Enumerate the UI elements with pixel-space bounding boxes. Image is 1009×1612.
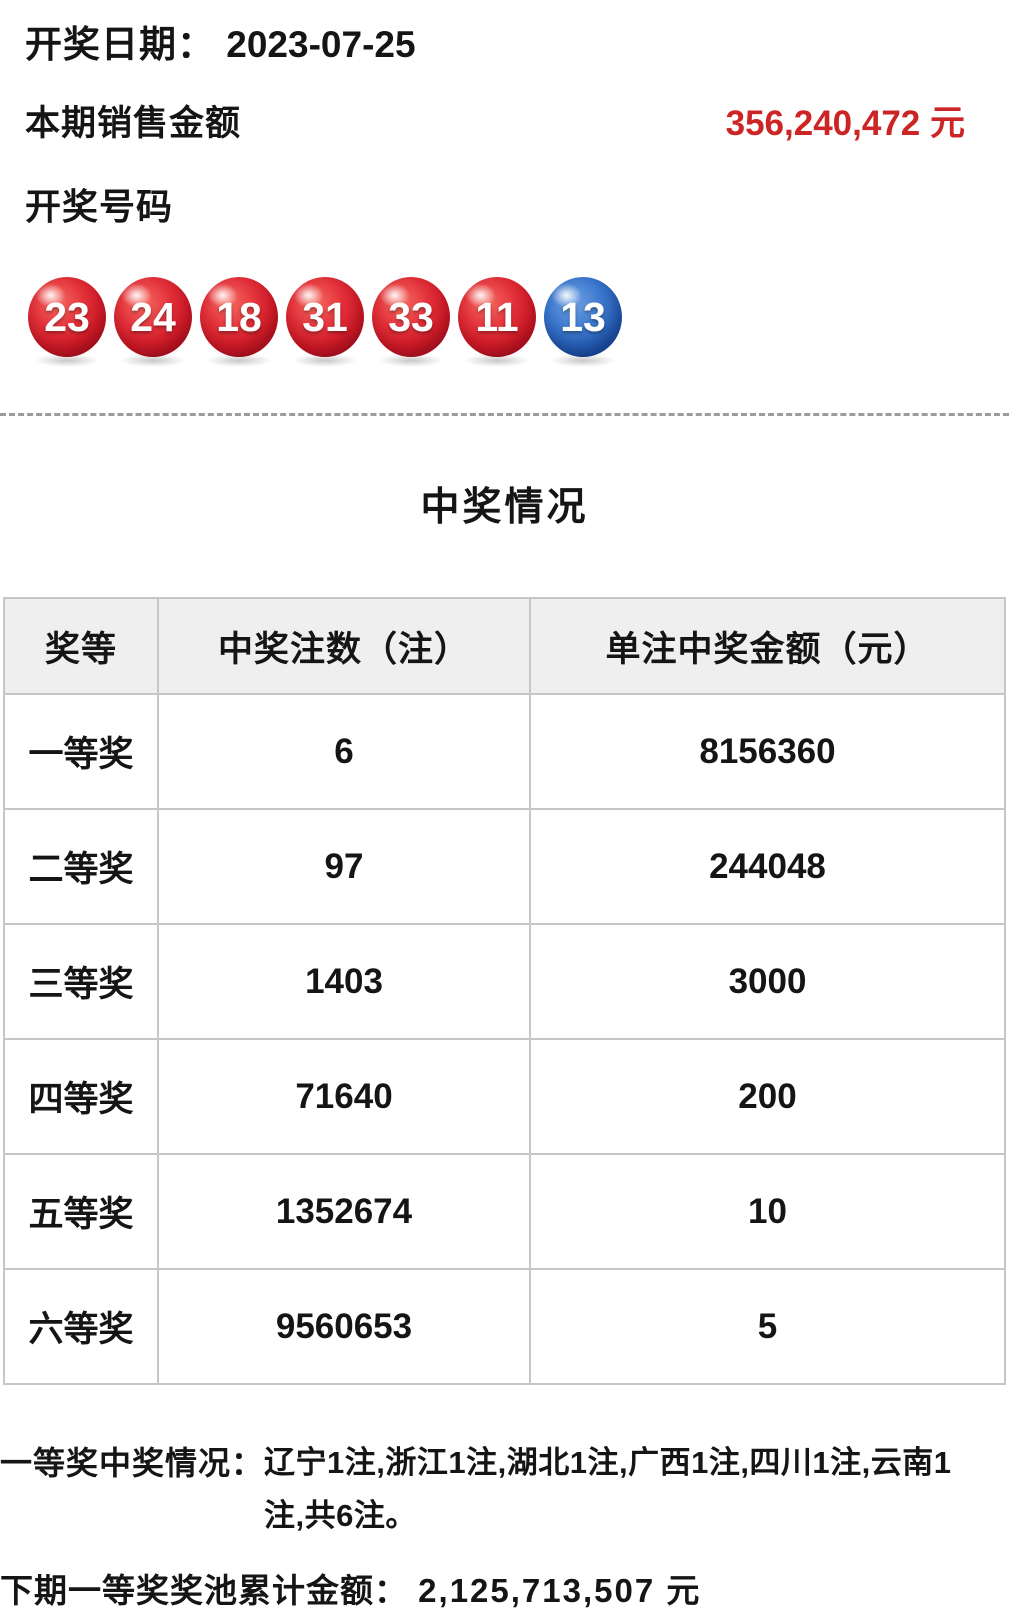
- sales-label: 本期销售金额: [25, 104, 242, 143]
- prize-level-cell: 五等奖: [3, 1153, 159, 1270]
- col-header-prize-level: 奖等: [3, 597, 159, 695]
- prize-level-cell: 四等奖: [3, 1038, 159, 1155]
- jackpot-pool-summary: 下期一等奖奖池累计金额： 2,125,713,507 元: [0, 1564, 985, 1612]
- lottery-ball-red: 18: [200, 277, 278, 367]
- draw-date-line: 开奖日期： 2023-07-25: [25, 14, 965, 68]
- win-count-cell: 71640: [157, 1038, 531, 1155]
- lottery-ball-blue: 13: [544, 277, 622, 367]
- prize-level-cell: 三等奖: [3, 923, 159, 1040]
- prize-level-cell: 六等奖: [3, 1268, 159, 1385]
- lottery-ball-red: 23: [28, 277, 106, 367]
- first-prize-summary-label: 一等奖中奖情况：: [0, 1445, 265, 1481]
- prize-amount-cell: 5: [529, 1268, 1006, 1385]
- prize-level-cell: 二等奖: [3, 808, 159, 925]
- table-row: 一等奖 6 8156360: [3, 693, 1006, 810]
- prize-table-body: 一等奖 6 8156360 二等奖 97 244048 三等奖 1403 3000 四等奖 7164…: [3, 693, 1006, 1385]
- jackpot-pool-label: 下期一等奖奖池累计金额：: [0, 1572, 408, 1610]
- first-prize-summary-detail: 辽宁1注,浙江1注,湖北1注,广西1注,四川1注,云南1注,共6注。: [264, 1445, 952, 1533]
- prize-amount-cell: 3000: [529, 923, 1006, 1040]
- table-row: 四等奖 71640 200: [3, 1038, 1006, 1155]
- win-count-cell: 9560653: [157, 1268, 531, 1385]
- lottery-ball-red: 24: [114, 277, 192, 367]
- col-header-prize-amount: 单注中奖金额（元）: [529, 597, 1006, 695]
- winning-numbers-row: 23 24 18 31 33 11 13: [0, 277, 1009, 367]
- draw-date-label: 开奖日期：: [25, 24, 215, 65]
- col-header-win-count: 中奖注数（注）: [157, 597, 531, 695]
- table-row: 六等奖 9560653 5: [3, 1268, 1006, 1385]
- sales-line: 本期销售金额 356,240,472 元: [25, 95, 965, 146]
- sales-amount: 356,240,472 元: [725, 104, 965, 143]
- table-row: 三等奖 1403 3000: [3, 923, 1006, 1040]
- lottery-ball-red: 33: [372, 277, 450, 367]
- prize-amount-cell: 200: [529, 1038, 1006, 1155]
- win-count-cell: 6: [157, 693, 531, 810]
- prize-section-title: 中奖情况: [420, 486, 589, 529]
- prize-amount-cell: 10: [529, 1153, 1006, 1270]
- lottery-ball-red: 31: [286, 277, 364, 367]
- table-row: 五等奖 1352674 10: [3, 1153, 1006, 1270]
- lottery-ball-red: 11: [458, 277, 536, 367]
- prize-table: 奖等 中奖注数（注） 单注中奖金额（元） 一等奖 6 8156360 二等奖 97 244…: [3, 597, 1006, 1385]
- winning-numbers-heading: 开奖号码: [25, 186, 174, 227]
- prize-amount-cell: 8156360: [529, 693, 1006, 810]
- prize-level-cell: 一等奖: [3, 693, 159, 810]
- win-count-cell: 1403: [157, 923, 531, 1040]
- dashed-divider: [0, 413, 1009, 416]
- table-row: 二等奖 97 244048: [3, 808, 1006, 925]
- footer-section: 一等奖中奖情况： 辽宁1注,浙江1注,湖北1注,广西1注,四川1注,云南1注,共…: [0, 1437, 1009, 1612]
- win-count-cell: 97: [157, 808, 531, 925]
- prize-table-header-row: 奖等 中奖注数（注） 单注中奖金额（元）: [3, 597, 1006, 695]
- first-prize-summary: 一等奖中奖情况： 辽宁1注,浙江1注,湖北1注,广西1注,四川1注,云南1注,共…: [0, 1437, 985, 1542]
- top-info-section: 开奖日期： 2023-07-25 本期销售金额 356,240,472 元 开奖…: [0, 0, 1009, 230]
- win-count-cell: 1352674: [157, 1153, 531, 1270]
- prize-amount-cell: 244048: [529, 808, 1006, 925]
- draw-date-value: 2023-07-25: [226, 24, 416, 65]
- jackpot-pool-value: 2,125,713,507 元: [418, 1572, 702, 1610]
